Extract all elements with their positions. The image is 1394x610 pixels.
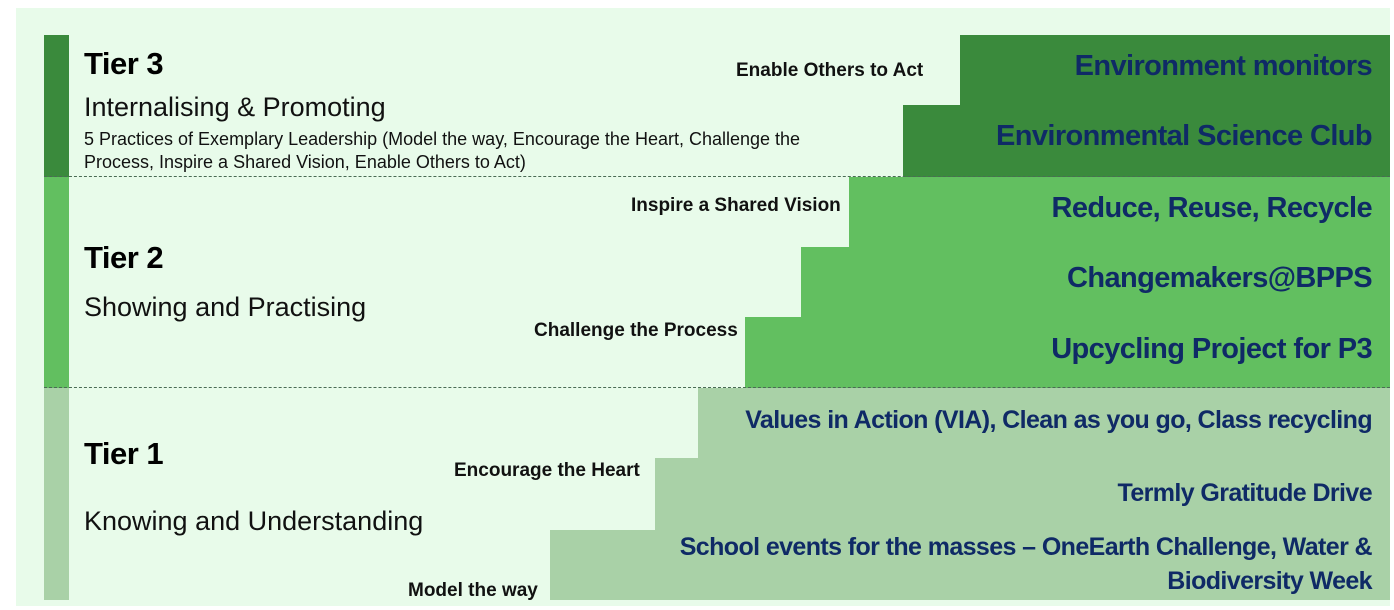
practice-inspire: Inspire a Shared Vision [631, 195, 841, 216]
step-changemakers [801, 247, 1390, 317]
step-gratitude [655, 458, 1390, 530]
activity-school-events-line1: School events for the masses – OneEarth … [679, 533, 1373, 561]
step-upcycling [745, 317, 1390, 388]
activity-changemakers: Changemakers@BPPS [1067, 262, 1373, 294]
step-environment-monitors [960, 35, 1390, 105]
activity-school-events-line2: Biodiversity Week [1167, 567, 1372, 595]
step-school-events [550, 530, 1390, 600]
tier2-bar [44, 177, 69, 388]
tier2-subtitle: Showing and Practising [84, 292, 367, 322]
tier1-subtitle: Knowing and Understanding [84, 506, 424, 536]
tier3-bar [44, 35, 69, 177]
activity-reduce-reuse-recycle: Reduce, Reuse, Recycle [1051, 192, 1373, 224]
step-via [698, 388, 1390, 458]
practice-encourage: Encourage the Heart [454, 460, 640, 481]
tier3-description: 5 Practices of Exemplary Leadership (Mod… [84, 129, 801, 172]
tier-divider-2-1 [44, 387, 1390, 388]
practice-challenge: Challenge the Process [534, 320, 738, 341]
activity-upcycling: Upcycling Project for P3 [1051, 333, 1372, 365]
tier3-title: Tier 3 [84, 46, 164, 81]
practice-model: Model the way [408, 580, 538, 601]
practice-enable: Enable Others to Act [736, 60, 924, 81]
tier2-title: Tier 2 [84, 240, 164, 275]
activity-environment-monitors: Environment monitors [1074, 50, 1373, 82]
tier1-bar [44, 388, 69, 600]
step-reduce-reuse-recycle [849, 177, 1390, 247]
activity-via: Values in Action (VIA), Clean as you go,… [745, 406, 1372, 434]
tier3-subtitle: Internalising & Promoting [84, 92, 386, 122]
step-science-club [903, 105, 1390, 177]
tier1-title: Tier 1 [84, 436, 164, 471]
activity-science-club: Environmental Science Club [996, 120, 1373, 152]
activity-gratitude: Termly Gratitude Drive [1117, 479, 1373, 507]
tier-divider-3-2 [44, 176, 1390, 177]
